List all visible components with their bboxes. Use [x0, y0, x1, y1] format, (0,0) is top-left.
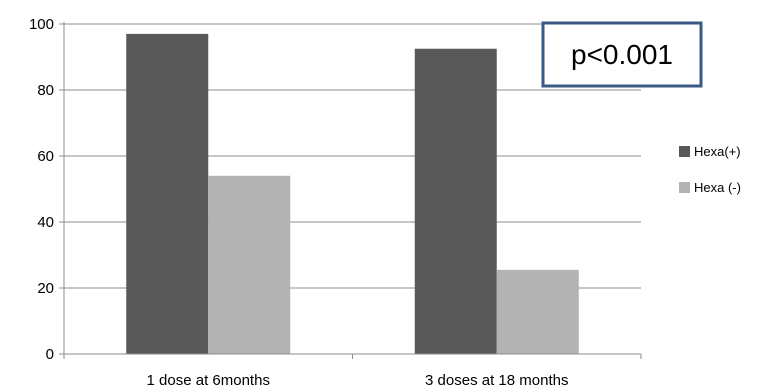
annotation-text: p<0.001 [571, 39, 673, 70]
legend-label: Hexa(+) [694, 144, 741, 159]
y-tick-label: 60 [37, 148, 54, 165]
p-value-annotation: p<0.001 [541, 21, 703, 88]
y-tick-label: 40 [37, 214, 54, 231]
y-tick-label: 0 [46, 346, 54, 363]
x-category-label: 1 dose at 6months [147, 372, 270, 389]
y-axis-ticks: 0 20 40 60 80 100 [29, 16, 64, 363]
legend-label: Hexa (-) [694, 180, 741, 195]
bar-hexa-positive-2 [414, 48, 497, 354]
x-axis-ticks [63, 354, 642, 359]
legend: Hexa(+) Hexa (-) [679, 144, 741, 195]
legend-swatch [679, 182, 690, 193]
x-axis-category-labels: 1 dose at 6months 3 doses at 18 months [147, 372, 569, 389]
bars [126, 33, 579, 355]
annotation-box [541, 21, 703, 88]
y-tick-label: 80 [37, 82, 54, 99]
y-tick-label: 20 [37, 280, 54, 297]
bar-hexa-negative-1 [208, 175, 291, 354]
legend-swatch [679, 146, 690, 157]
bar-hexa-negative-2 [496, 269, 579, 354]
bar-hexa-positive-1 [126, 33, 209, 355]
x-category-label: 3 doses at 18 months [425, 372, 568, 389]
y-tick-label: 100 [29, 16, 54, 33]
